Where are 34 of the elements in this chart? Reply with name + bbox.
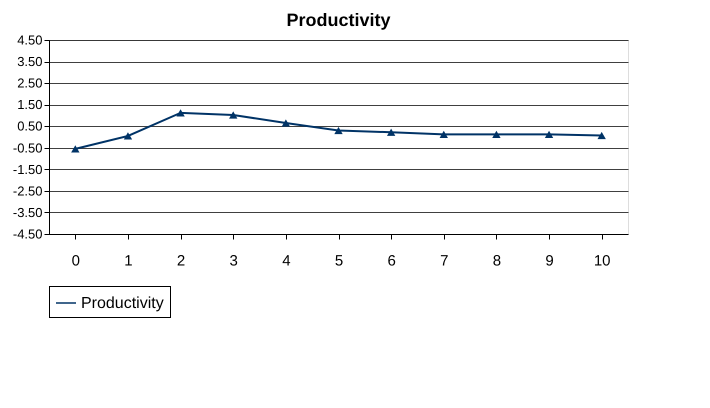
y-tick-label: -4.50	[12, 226, 42, 242]
x-tick-label: 10	[594, 252, 611, 270]
y-tick-label: -3.50	[12, 204, 42, 220]
y-tick-label: 2.50	[17, 76, 42, 91]
x-tick-label: 0	[72, 252, 80, 270]
x-tick-label: 7	[440, 252, 448, 270]
chart-title: Productivity	[286, 10, 391, 30]
x-tick-label: 9	[545, 252, 554, 270]
x-tick-label: 1	[124, 252, 133, 270]
y-tick-label: -1.50	[12, 162, 42, 177]
point	[544, 130, 554, 138]
x-tick-label: 2	[176, 252, 186, 270]
point	[176, 109, 185, 116]
x-tick-label: 5	[334, 252, 344, 270]
point	[124, 132, 132, 140]
x-tick-label: 6	[387, 252, 396, 270]
x-tick-label: 4	[282, 252, 291, 270]
y-tick-label: -0.50	[12, 140, 42, 156]
y-tick-label: -2.50	[12, 183, 42, 198]
point	[386, 128, 396, 136]
point	[229, 111, 238, 119]
legend-label: Productivity	[81, 295, 164, 312]
point	[334, 126, 343, 134]
point	[492, 130, 501, 138]
x-tick-label: 3	[230, 252, 238, 270]
y-tick-label: 3.50	[17, 54, 42, 70]
point	[440, 130, 448, 138]
y-tick-label: 4.50	[17, 32, 42, 48]
y-tick-label: 0.50	[17, 118, 42, 134]
y-tick-label: 1.50	[17, 97, 42, 112]
point	[71, 145, 80, 152]
x-tick-label: 8	[492, 252, 502, 270]
point	[282, 119, 290, 127]
point	[598, 132, 606, 140]
